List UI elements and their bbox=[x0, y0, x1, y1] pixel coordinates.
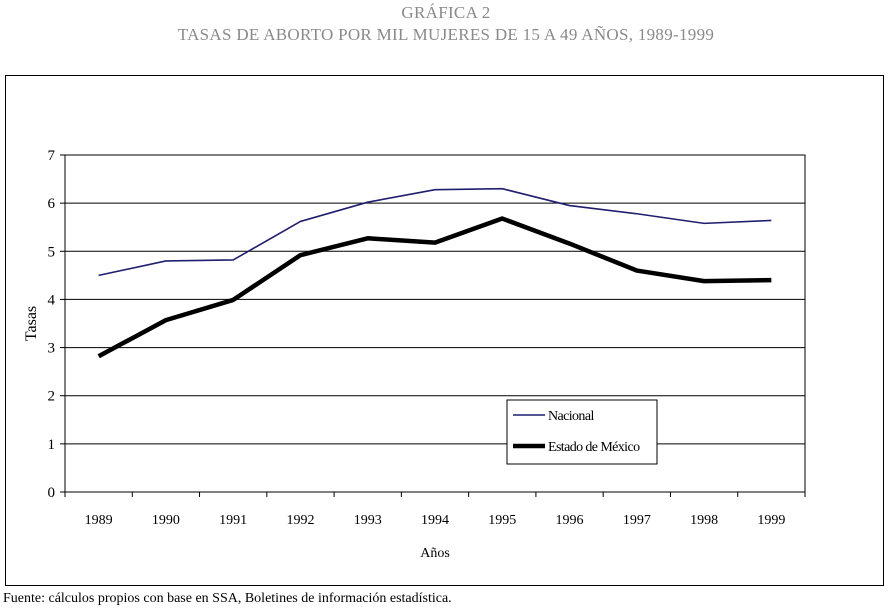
x-axis-title: Años bbox=[420, 546, 450, 561]
x-tick-label: 1989 bbox=[85, 513, 113, 528]
label-layer: 0 1 2 3 4 5 6 7 1989 1990 1991 1992 1993 1994 1995 1996… bbox=[23, 148, 785, 561]
x-tick-label: 1995 bbox=[488, 513, 516, 528]
grid-layer bbox=[64, 154, 806, 493]
axis-layer bbox=[60, 154, 806, 497]
x-tick-label: 1991 bbox=[219, 513, 247, 528]
source-note: Fuente: cálculos propios con base en SSA… bbox=[3, 591, 452, 606]
x-tick-label: 1992 bbox=[286, 513, 314, 528]
y-tick-label: 4 bbox=[48, 292, 56, 308]
legend-box bbox=[506, 399, 658, 465]
x-tick-label: 1990 bbox=[152, 513, 180, 528]
chart-titles: GRÁFICA 2 TASAS DE ABORTO POR MIL MUJERE… bbox=[0, 2, 892, 46]
legend-label: Estado de México bbox=[548, 440, 640, 455]
y-tick-label: 5 bbox=[48, 244, 56, 260]
y-tick-label: 1 bbox=[48, 437, 56, 453]
y-tick-label: 2 bbox=[48, 389, 56, 405]
series-line-nacional bbox=[98, 187, 772, 277]
series-layer bbox=[97, 187, 772, 359]
x-tick-label: 1998 bbox=[690, 513, 718, 528]
y-tick-label: 7 bbox=[48, 148, 56, 164]
y-tick-label: 6 bbox=[48, 196, 56, 212]
y-axis-title: Tasas bbox=[23, 306, 40, 341]
x-tick-label: 1994 bbox=[421, 513, 449, 528]
x-tick-label: 1993 bbox=[354, 513, 382, 528]
y-tick-label: 0 bbox=[48, 485, 56, 501]
chart-frame bbox=[5, 75, 884, 586]
plot-area bbox=[64, 154, 806, 493]
chart-number-title: GRÁFICA 2 bbox=[401, 3, 491, 22]
x-tick-label: 1997 bbox=[623, 513, 651, 528]
chart-title: TASAS DE ABORTO POR MIL MUJERES DE 15 A … bbox=[177, 25, 715, 44]
y-tick-label: 3 bbox=[48, 341, 56, 357]
series-line-estado-de-mexico bbox=[97, 216, 772, 359]
x-tick-label: 1999 bbox=[757, 513, 785, 528]
legend: Nacional Estado de México bbox=[506, 399, 658, 465]
x-tick-label: 1996 bbox=[556, 513, 584, 528]
legend-label: Nacional bbox=[548, 409, 594, 424]
